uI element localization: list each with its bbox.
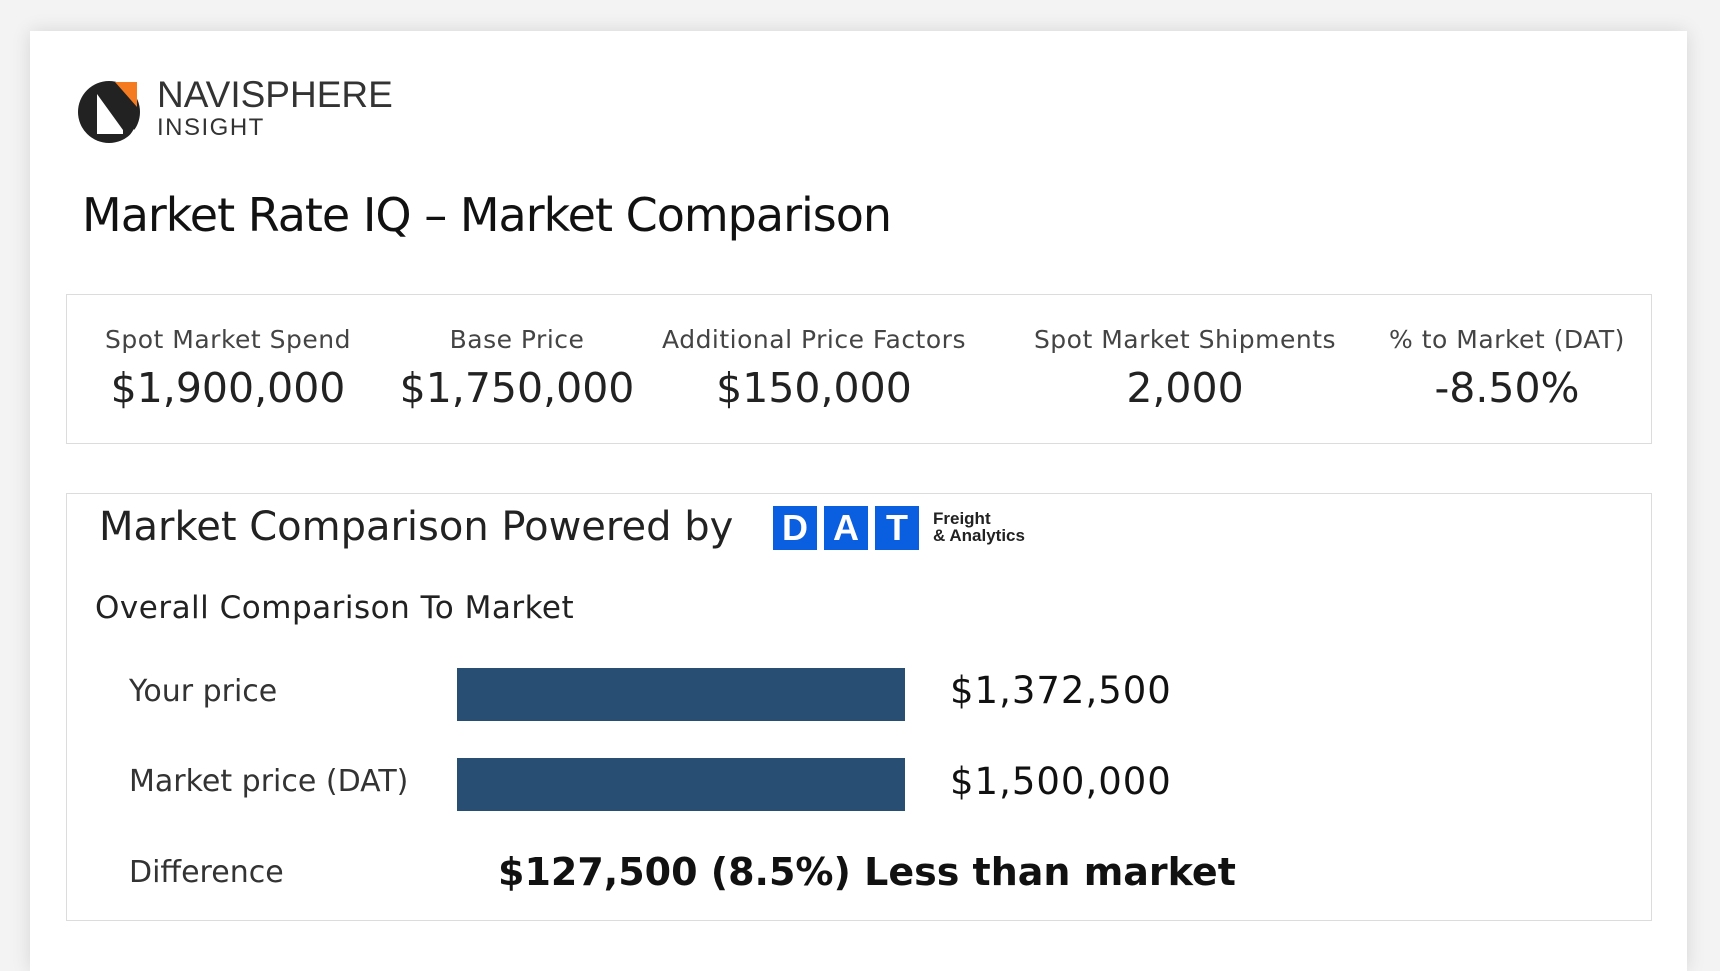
market-comparison-panel: Market Comparison Powered by D A T Freig… <box>66 493 1652 921</box>
navisphere-n-icon <box>78 81 140 147</box>
stat-label: Base Price <box>449 325 585 354</box>
market-price-bar <box>457 758 905 811</box>
market-price-value: $1,500,000 <box>950 760 1172 803</box>
comparison-heading: Market Comparison Powered by <box>99 504 734 550</box>
stat-value: $150,000 <box>716 364 912 412</box>
logo-name: NAVISPHERE <box>157 74 393 115</box>
report-card <box>30 31 1687 971</box>
dat-logo-subtitle: Freight & Analytics <box>933 510 1025 544</box>
difference-value: $127,500 (8.5%) Less than market <box>498 850 1236 894</box>
stat-value: -8.50% <box>1434 364 1580 412</box>
stat-label: Additional Price Factors <box>662 325 966 354</box>
difference-label: Difference <box>129 855 284 890</box>
page-title: Market Rate IQ – Market Comparison <box>82 188 892 242</box>
stat-label: % to Market (DAT) <box>1389 325 1625 354</box>
stat-base-price: Base Price $1,750,000 <box>352 325 682 412</box>
market-price-label: Market price (DAT) <box>129 764 409 799</box>
logo-sub: INSIGHT <box>157 114 265 141</box>
comparison-subheading: Overall Comparison To Market <box>95 590 575 626</box>
stat-label: Spot Market Spend <box>105 325 351 354</box>
dat-logo: D A T <box>773 506 919 550</box>
stat-value: 2,000 <box>1126 364 1244 412</box>
your-price-bar <box>457 668 905 721</box>
dat-line1: Freight <box>933 509 991 528</box>
stat-value: $1,900,000 <box>110 364 346 412</box>
your-price-label: Your price <box>129 674 278 709</box>
dat-letter: D <box>773 506 817 550</box>
dat-letter: T <box>875 506 919 550</box>
dat-line2: & Analytics <box>933 526 1025 545</box>
navisphere-logo: NAVISPHERE INSIGHT <box>75 72 395 147</box>
stat-spot-market-shipments: Spot Market Shipments 2,000 <box>1020 325 1350 412</box>
stat-value: $1,750,000 <box>399 364 635 412</box>
stat-label: Spot Market Shipments <box>1033 325 1337 354</box>
your-price-value: $1,372,500 <box>950 669 1172 712</box>
stat-additional-price-factors: Additional Price Factors $150,000 <box>649 325 979 412</box>
stat-spot-market-spend: Spot Market Spend $1,900,000 <box>63 325 393 412</box>
stats-panel: Spot Market Spend $1,900,000 Base Price … <box>66 294 1652 444</box>
dat-letter: A <box>824 506 868 550</box>
stat-percent-to-market: % to Market (DAT) -8.50% <box>1342 325 1672 412</box>
